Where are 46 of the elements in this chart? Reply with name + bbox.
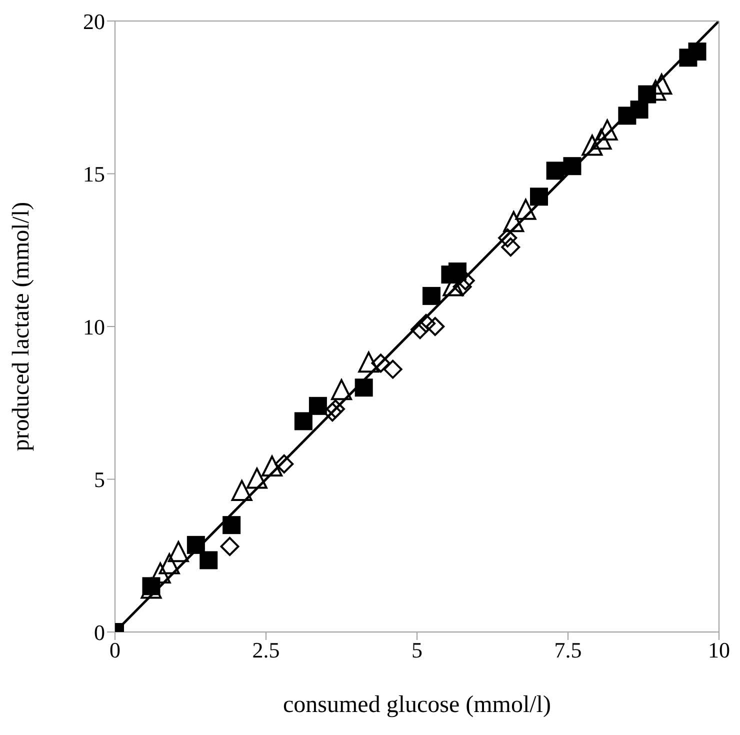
point (688, 42, 706, 61)
point (371, 354, 390, 373)
point (546, 162, 564, 180)
point (140, 578, 162, 599)
point (246, 468, 268, 489)
x-tick-label: 0 (110, 638, 120, 663)
point (563, 157, 582, 176)
y-tick-label: 0 (94, 620, 105, 645)
point (220, 536, 240, 556)
point (274, 454, 294, 474)
x-tick-label: 5 (412, 638, 422, 663)
point (331, 379, 352, 400)
point (596, 119, 618, 140)
point (222, 516, 241, 534)
point (515, 198, 536, 220)
point (168, 541, 189, 562)
x-tick-label: 10 (708, 638, 730, 663)
point (416, 314, 436, 333)
point (422, 286, 440, 305)
x-axis-title: consumed glucose (mmol/l) (283, 692, 551, 718)
point (262, 456, 283, 477)
y-tick-label: 5 (94, 467, 105, 492)
point (231, 480, 252, 501)
point (200, 551, 218, 570)
point (358, 352, 380, 373)
y-axis-title: produced lactate (mmol/l) (8, 202, 35, 452)
point (426, 317, 445, 336)
point (294, 412, 312, 430)
x-tick-label: 2.5 (252, 638, 280, 663)
point (582, 134, 603, 156)
point (530, 188, 548, 206)
point (498, 228, 518, 248)
point (501, 238, 520, 257)
y-tick-label: 15 (83, 162, 105, 187)
y-tick-label: 10 (83, 314, 105, 340)
point (503, 211, 524, 232)
y-tick-label: 20 (83, 8, 105, 34)
point (354, 378, 373, 397)
point (158, 553, 180, 574)
point (410, 320, 430, 340)
point (383, 360, 402, 379)
point (308, 396, 327, 415)
point (186, 536, 205, 554)
x-tick-label: 7.5 (554, 638, 582, 663)
point (590, 128, 612, 150)
point (326, 399, 345, 418)
